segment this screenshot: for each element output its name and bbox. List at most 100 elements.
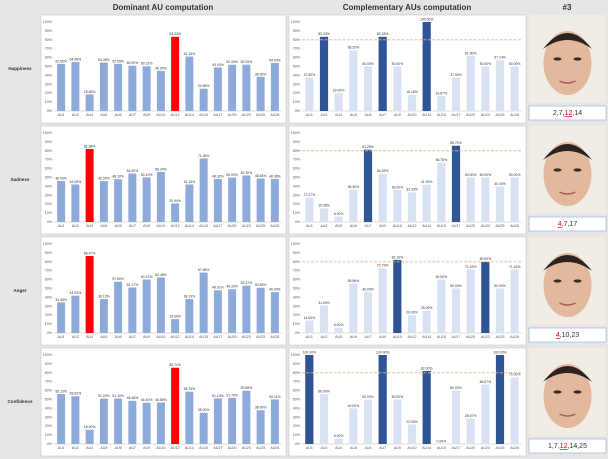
y-tick-label: 60% xyxy=(293,278,301,282)
bar xyxy=(451,77,461,111)
face-eye xyxy=(573,168,582,172)
bar xyxy=(142,402,151,444)
x-tick-label: AU25 xyxy=(256,446,265,450)
value-label: 51.00% xyxy=(98,394,110,398)
value-label: 6.00% xyxy=(334,323,344,327)
face-eye xyxy=(573,279,582,283)
bar xyxy=(451,145,461,222)
value-label: 41.90% xyxy=(421,180,433,184)
bar xyxy=(510,66,519,111)
bar xyxy=(407,315,417,333)
y-tick-label: 20% xyxy=(45,91,53,95)
y-tick-label: 90% xyxy=(293,29,301,33)
value-label: 50.00% xyxy=(226,173,238,177)
value-label: 60.12% xyxy=(141,275,153,279)
y-tick-label: 50% xyxy=(45,397,53,401)
value-label: 51.10% xyxy=(212,394,224,398)
face-skin xyxy=(543,364,592,428)
bar xyxy=(85,94,94,111)
x-tick-label: AU14 xyxy=(185,113,194,117)
x-tick-label: AU23 xyxy=(481,446,490,450)
bar xyxy=(495,186,505,222)
bar xyxy=(256,287,265,333)
bar xyxy=(466,177,475,222)
value-label: 46.00% xyxy=(362,287,374,291)
x-tick-label: AU23 xyxy=(242,224,251,228)
x-tick-label: AU7 xyxy=(379,446,386,450)
bar xyxy=(185,56,194,111)
x-tick-label: AU15 xyxy=(437,113,446,117)
bar xyxy=(242,390,251,444)
y-tick-label: 30% xyxy=(293,415,301,419)
value-label: 52.00% xyxy=(241,60,253,64)
y-tick-label: 90% xyxy=(45,29,53,33)
value-label: 14.00% xyxy=(304,316,316,320)
bar xyxy=(407,424,417,444)
x-tick-label: AU20 xyxy=(466,335,475,339)
bar xyxy=(199,88,208,111)
value-label: 50.00% xyxy=(480,62,492,66)
x-tick-label: AU2 xyxy=(321,446,328,450)
au-code: ,10,23 xyxy=(560,332,580,339)
value-label: 42.09% xyxy=(70,180,82,184)
bar xyxy=(228,64,237,111)
y-tick-label: 60% xyxy=(293,167,301,171)
bar xyxy=(85,149,94,222)
bar xyxy=(171,203,180,222)
face-eye xyxy=(553,390,562,394)
bar xyxy=(171,367,180,444)
x-tick-label: AU5 xyxy=(350,446,357,450)
y-tick-label: 80% xyxy=(293,260,301,264)
row-label: Sadness xyxy=(11,177,30,182)
value-label: 46.06% xyxy=(55,176,67,180)
y-tick-label: 60% xyxy=(293,389,301,393)
x-tick-label: AU2 xyxy=(72,113,79,117)
x-tick-label: AU7 xyxy=(129,224,136,228)
y-tick-label: 70% xyxy=(293,158,301,162)
face-skin xyxy=(543,31,592,95)
bar xyxy=(437,279,446,333)
value-label: 100.00% xyxy=(303,350,316,354)
y-tick-label: 10% xyxy=(293,433,301,437)
x-tick-label: AU26 xyxy=(270,113,279,117)
x-tick-label: AU9 xyxy=(379,224,386,228)
x-tick-label: AU2 xyxy=(321,113,328,117)
y-tick-label: 40% xyxy=(45,184,53,188)
value-label: 36.00% xyxy=(392,185,404,189)
x-tick-label: AU15 xyxy=(199,335,208,339)
x-tick-label: AU1 xyxy=(58,113,65,117)
x-tick-label: AU12 xyxy=(171,446,180,450)
value-label: 35.00% xyxy=(198,408,210,412)
value-label: 60.00% xyxy=(436,275,448,279)
y-tick-label: 100% xyxy=(291,242,301,246)
x-tick-label: AU20 xyxy=(228,113,237,117)
bar xyxy=(114,398,123,444)
value-label: 48.38% xyxy=(269,174,281,178)
face-mouth xyxy=(559,80,576,84)
y-tick-label: 100% xyxy=(291,353,301,357)
y-tick-label: 100% xyxy=(291,131,301,135)
caption-box xyxy=(528,105,607,121)
x-tick-label: AU20 xyxy=(228,335,237,339)
x-tick-label: AU20 xyxy=(228,446,237,450)
value-label: 0.00% xyxy=(437,439,447,443)
value-label: 59.88% xyxy=(241,386,253,390)
x-tick-label: AU2 xyxy=(72,446,79,450)
face-hair xyxy=(543,144,592,160)
y-tick-label: 80% xyxy=(45,149,53,153)
x-tick-label: AU17 xyxy=(452,335,461,339)
x-tick-label: AU17 xyxy=(452,113,461,117)
x-tick-label: AU6 xyxy=(350,335,357,339)
value-label: 6.00% xyxy=(334,212,344,216)
value-label: 20.94% xyxy=(169,199,181,203)
y-tick-label: 50% xyxy=(293,175,301,179)
x-tick-label: AU25 xyxy=(256,224,265,228)
x-tick-label: AU17 xyxy=(213,113,222,117)
value-label: 38.13% xyxy=(98,294,110,298)
x-tick-label: AU23 xyxy=(481,224,490,228)
value-label: 85.71% xyxy=(450,141,462,145)
bar xyxy=(71,396,80,444)
bar xyxy=(363,292,373,333)
y-tick-label: 0% xyxy=(47,220,53,224)
bar xyxy=(349,50,358,111)
